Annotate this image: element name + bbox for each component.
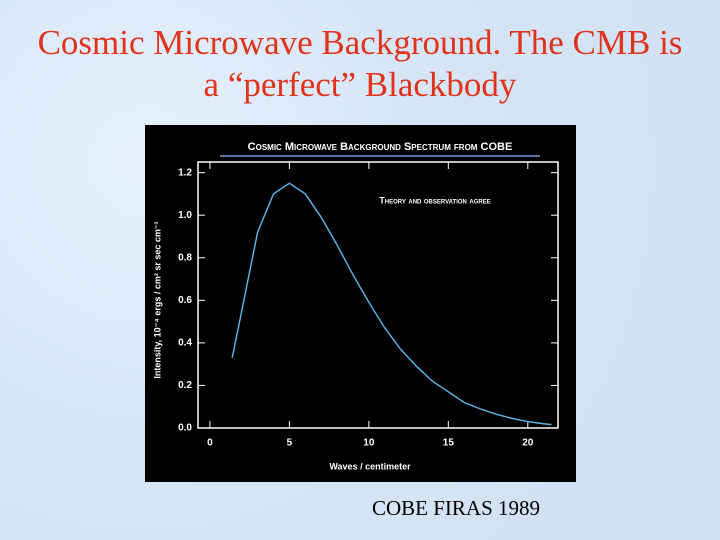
x-tick-label: 5: [287, 438, 293, 449]
x-axis-label: Waves / centimeter: [329, 461, 411, 471]
plot-frame: [197, 161, 559, 429]
y-tick-label: 0.8: [178, 252, 192, 263]
y-tick-label: 0.6: [178, 295, 192, 306]
x-tick-label: 10: [363, 438, 375, 449]
chart-background: [145, 125, 576, 482]
y-tick-label: 1.0: [178, 210, 192, 221]
spectrum-line: [231, 182, 552, 426]
y-axis-label: Intensity, 10⁻⁴ ergs / cm² sr sec cm⁻¹: [152, 221, 162, 378]
x-tick-label: 15: [443, 438, 455, 449]
x-tick-label: 0: [207, 438, 213, 449]
y-tick-label: 0.2: [178, 380, 192, 391]
chart-title: Cosmic Microwave Background Spectrum fro…: [248, 141, 513, 153]
slide-title: Cosmic Microwave Background. The CMB is …: [37, 23, 683, 104]
y-tick-label: 0.0: [178, 423, 192, 434]
caption: COBE FIRAS 1989: [372, 496, 541, 520]
x-tick-label: 20: [522, 438, 534, 449]
annotation: Theory and observation agree: [379, 195, 490, 205]
y-tick-label: 0.4: [178, 338, 192, 349]
y-tick-label: 1.2: [178, 167, 192, 178]
